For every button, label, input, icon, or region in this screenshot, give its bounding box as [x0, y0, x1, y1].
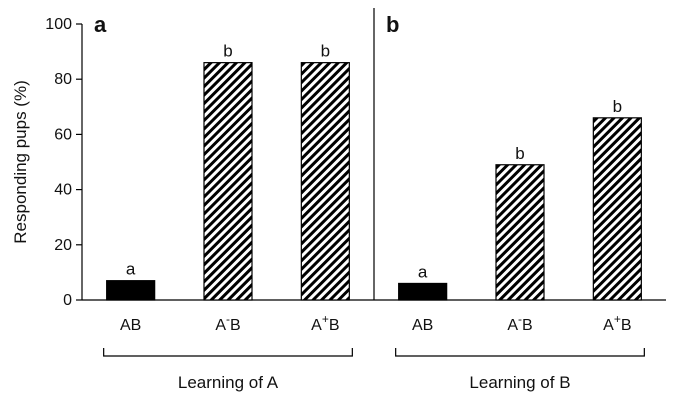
- x-tick-label-suffix: B: [329, 317, 340, 334]
- y-axis-title: Responding pups (%): [11, 80, 30, 243]
- x-tick-label-suffix: B: [621, 317, 632, 334]
- x-tick-label: AB: [412, 317, 433, 334]
- group-label: Learning of A: [178, 373, 279, 392]
- significance-label: b: [515, 144, 524, 163]
- panel-letter: a: [94, 12, 107, 37]
- bar-b-1: [398, 282, 448, 301]
- y-tick-label: 60: [54, 126, 72, 143]
- bar-b-2: [495, 164, 545, 301]
- bar-a-3: [300, 62, 350, 301]
- x-tick-label-main: A: [311, 317, 322, 334]
- x-tick-label: AB: [120, 317, 141, 334]
- x-tick-label: A+B: [603, 312, 631, 334]
- significance-label: b: [613, 97, 622, 116]
- x-tick-label-superscript: +: [614, 312, 621, 326]
- significance-label: b: [321, 42, 330, 61]
- x-tick-label-main: A: [215, 317, 226, 334]
- y-tick-label: 0: [63, 292, 72, 309]
- panel-letter: b: [386, 12, 399, 37]
- y-tick-label: 40: [54, 182, 72, 199]
- significance-label: a: [418, 262, 428, 281]
- bar-a-1: [106, 280, 156, 301]
- x-tick-label-main: A: [507, 317, 518, 334]
- y-tick-label: 20: [54, 237, 72, 254]
- bar-b-3: [592, 117, 642, 301]
- bar-a-2: [203, 62, 253, 301]
- x-tick-label-main: A: [603, 317, 614, 334]
- x-tick-label: A+B: [311, 312, 339, 334]
- group-bracket: [395, 348, 645, 357]
- x-tick-label: A-B: [507, 312, 532, 334]
- x-tick-label-superscript: -: [518, 312, 522, 326]
- y-tick-label: 100: [45, 16, 72, 33]
- x-tick-label: A-B: [215, 312, 240, 334]
- significance-label: b: [223, 42, 232, 61]
- x-tick-label-suffix: B: [522, 317, 533, 334]
- significance-label: a: [126, 260, 136, 279]
- group-label: Learning of B: [469, 373, 570, 392]
- y-axis: 0 20 40 60 80 100: [45, 16, 83, 309]
- x-tick-label-main: AB: [412, 317, 433, 334]
- x-tick-label-suffix: B: [230, 317, 241, 334]
- y-tick-label: 80: [54, 71, 72, 88]
- x-tick-label-main: AB: [120, 317, 141, 334]
- x-tick-label-superscript: -: [226, 312, 230, 326]
- x-tick-label-superscript: +: [322, 312, 329, 326]
- group-bracket: [103, 348, 353, 357]
